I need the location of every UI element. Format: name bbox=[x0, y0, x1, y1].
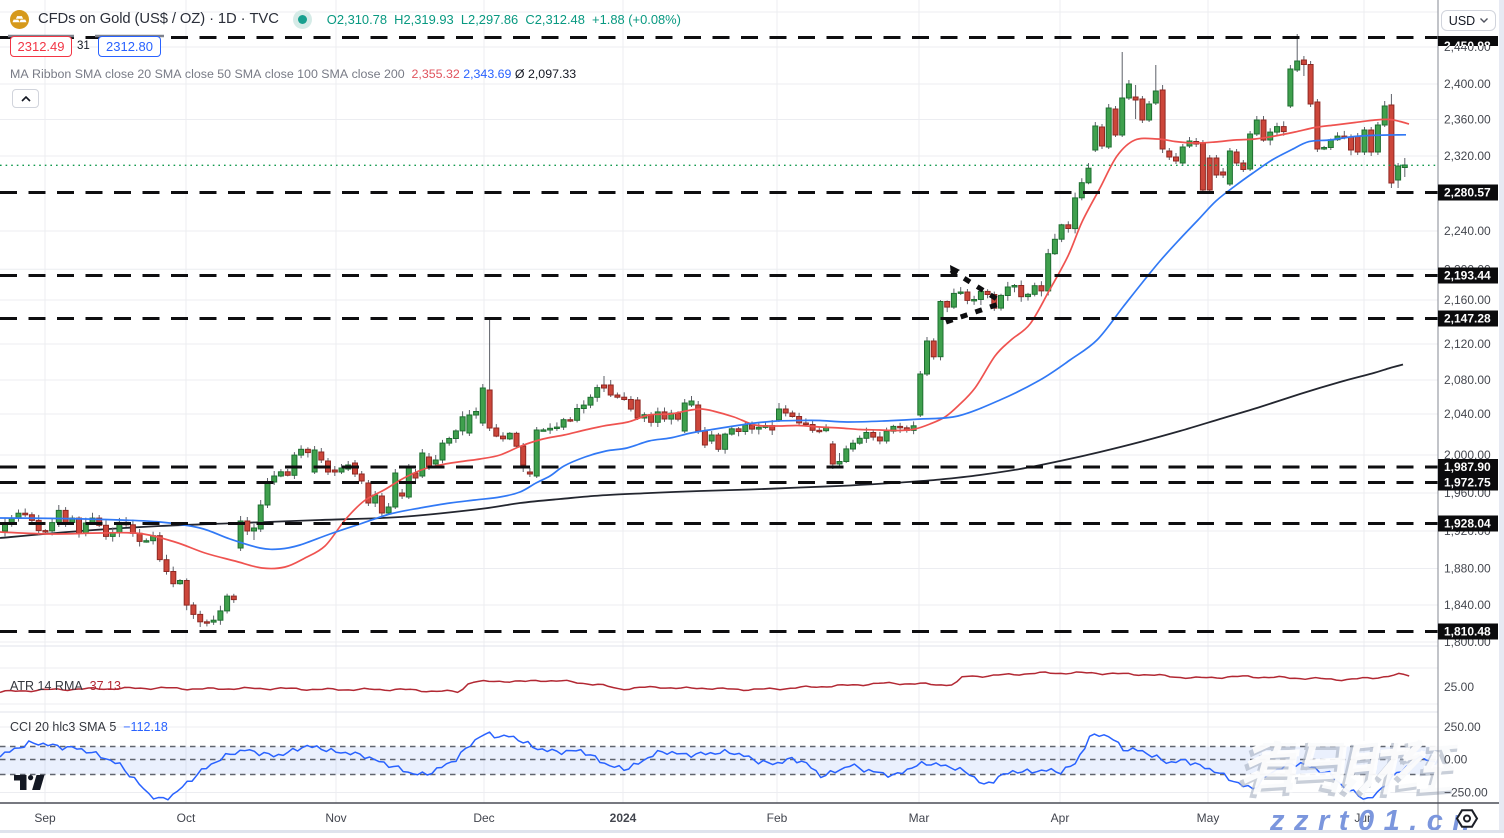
svg-text:2,120.00: 2,120.00 bbox=[1444, 337, 1491, 351]
svg-text:Dec: Dec bbox=[473, 811, 494, 825]
svg-text:Jun: Jun bbox=[1354, 811, 1373, 825]
svg-text:25.00: 25.00 bbox=[1444, 680, 1474, 694]
svg-text:Sep: Sep bbox=[34, 811, 56, 825]
svg-text:2,193.44: 2,193.44 bbox=[1444, 269, 1491, 283]
svg-text:2,360.00: 2,360.00 bbox=[1444, 113, 1491, 127]
svg-text:0.00: 0.00 bbox=[1444, 753, 1468, 767]
svg-text:1,840.00: 1,840.00 bbox=[1444, 598, 1491, 612]
svg-text:Nov: Nov bbox=[325, 811, 346, 825]
svg-text:May: May bbox=[1197, 811, 1220, 825]
svg-text:2,240.00: 2,240.00 bbox=[1444, 224, 1491, 238]
svg-text:1,880.00: 1,880.00 bbox=[1444, 562, 1491, 576]
svg-text:Oct: Oct bbox=[177, 811, 196, 825]
svg-text:1,810.48: 1,810.48 bbox=[1444, 625, 1491, 639]
svg-text:2,147.28: 2,147.28 bbox=[1444, 312, 1491, 326]
svg-text:2,080.00: 2,080.00 bbox=[1444, 373, 1491, 387]
svg-text:2,000.00: 2,000.00 bbox=[1444, 448, 1491, 462]
svg-text:Apr: Apr bbox=[1051, 811, 1070, 825]
svg-text:2,280.57: 2,280.57 bbox=[1444, 186, 1491, 200]
svg-text:−250.00: −250.00 bbox=[1444, 786, 1488, 800]
svg-text:2,320.00: 2,320.00 bbox=[1444, 149, 1491, 163]
svg-text:1,972.75: 1,972.75 bbox=[1444, 476, 1491, 490]
svg-text:2,400.00: 2,400.00 bbox=[1444, 77, 1491, 91]
svg-text:2,040.00: 2,040.00 bbox=[1444, 407, 1491, 421]
svg-text:1,928.04: 1,928.04 bbox=[1444, 517, 1491, 531]
svg-text:Mar: Mar bbox=[909, 811, 930, 825]
svg-text:2,160.00: 2,160.00 bbox=[1444, 293, 1491, 307]
svg-text:250.00: 250.00 bbox=[1444, 720, 1481, 734]
svg-text:2024: 2024 bbox=[610, 811, 637, 825]
svg-text:2,450.98: 2,450.98 bbox=[1444, 39, 1491, 53]
svg-text:zzrt01.cn: zzrt01.cn bbox=[1269, 805, 1480, 833]
svg-text:Feb: Feb bbox=[767, 811, 788, 825]
svg-text:1,987.90: 1,987.90 bbox=[1444, 460, 1491, 474]
